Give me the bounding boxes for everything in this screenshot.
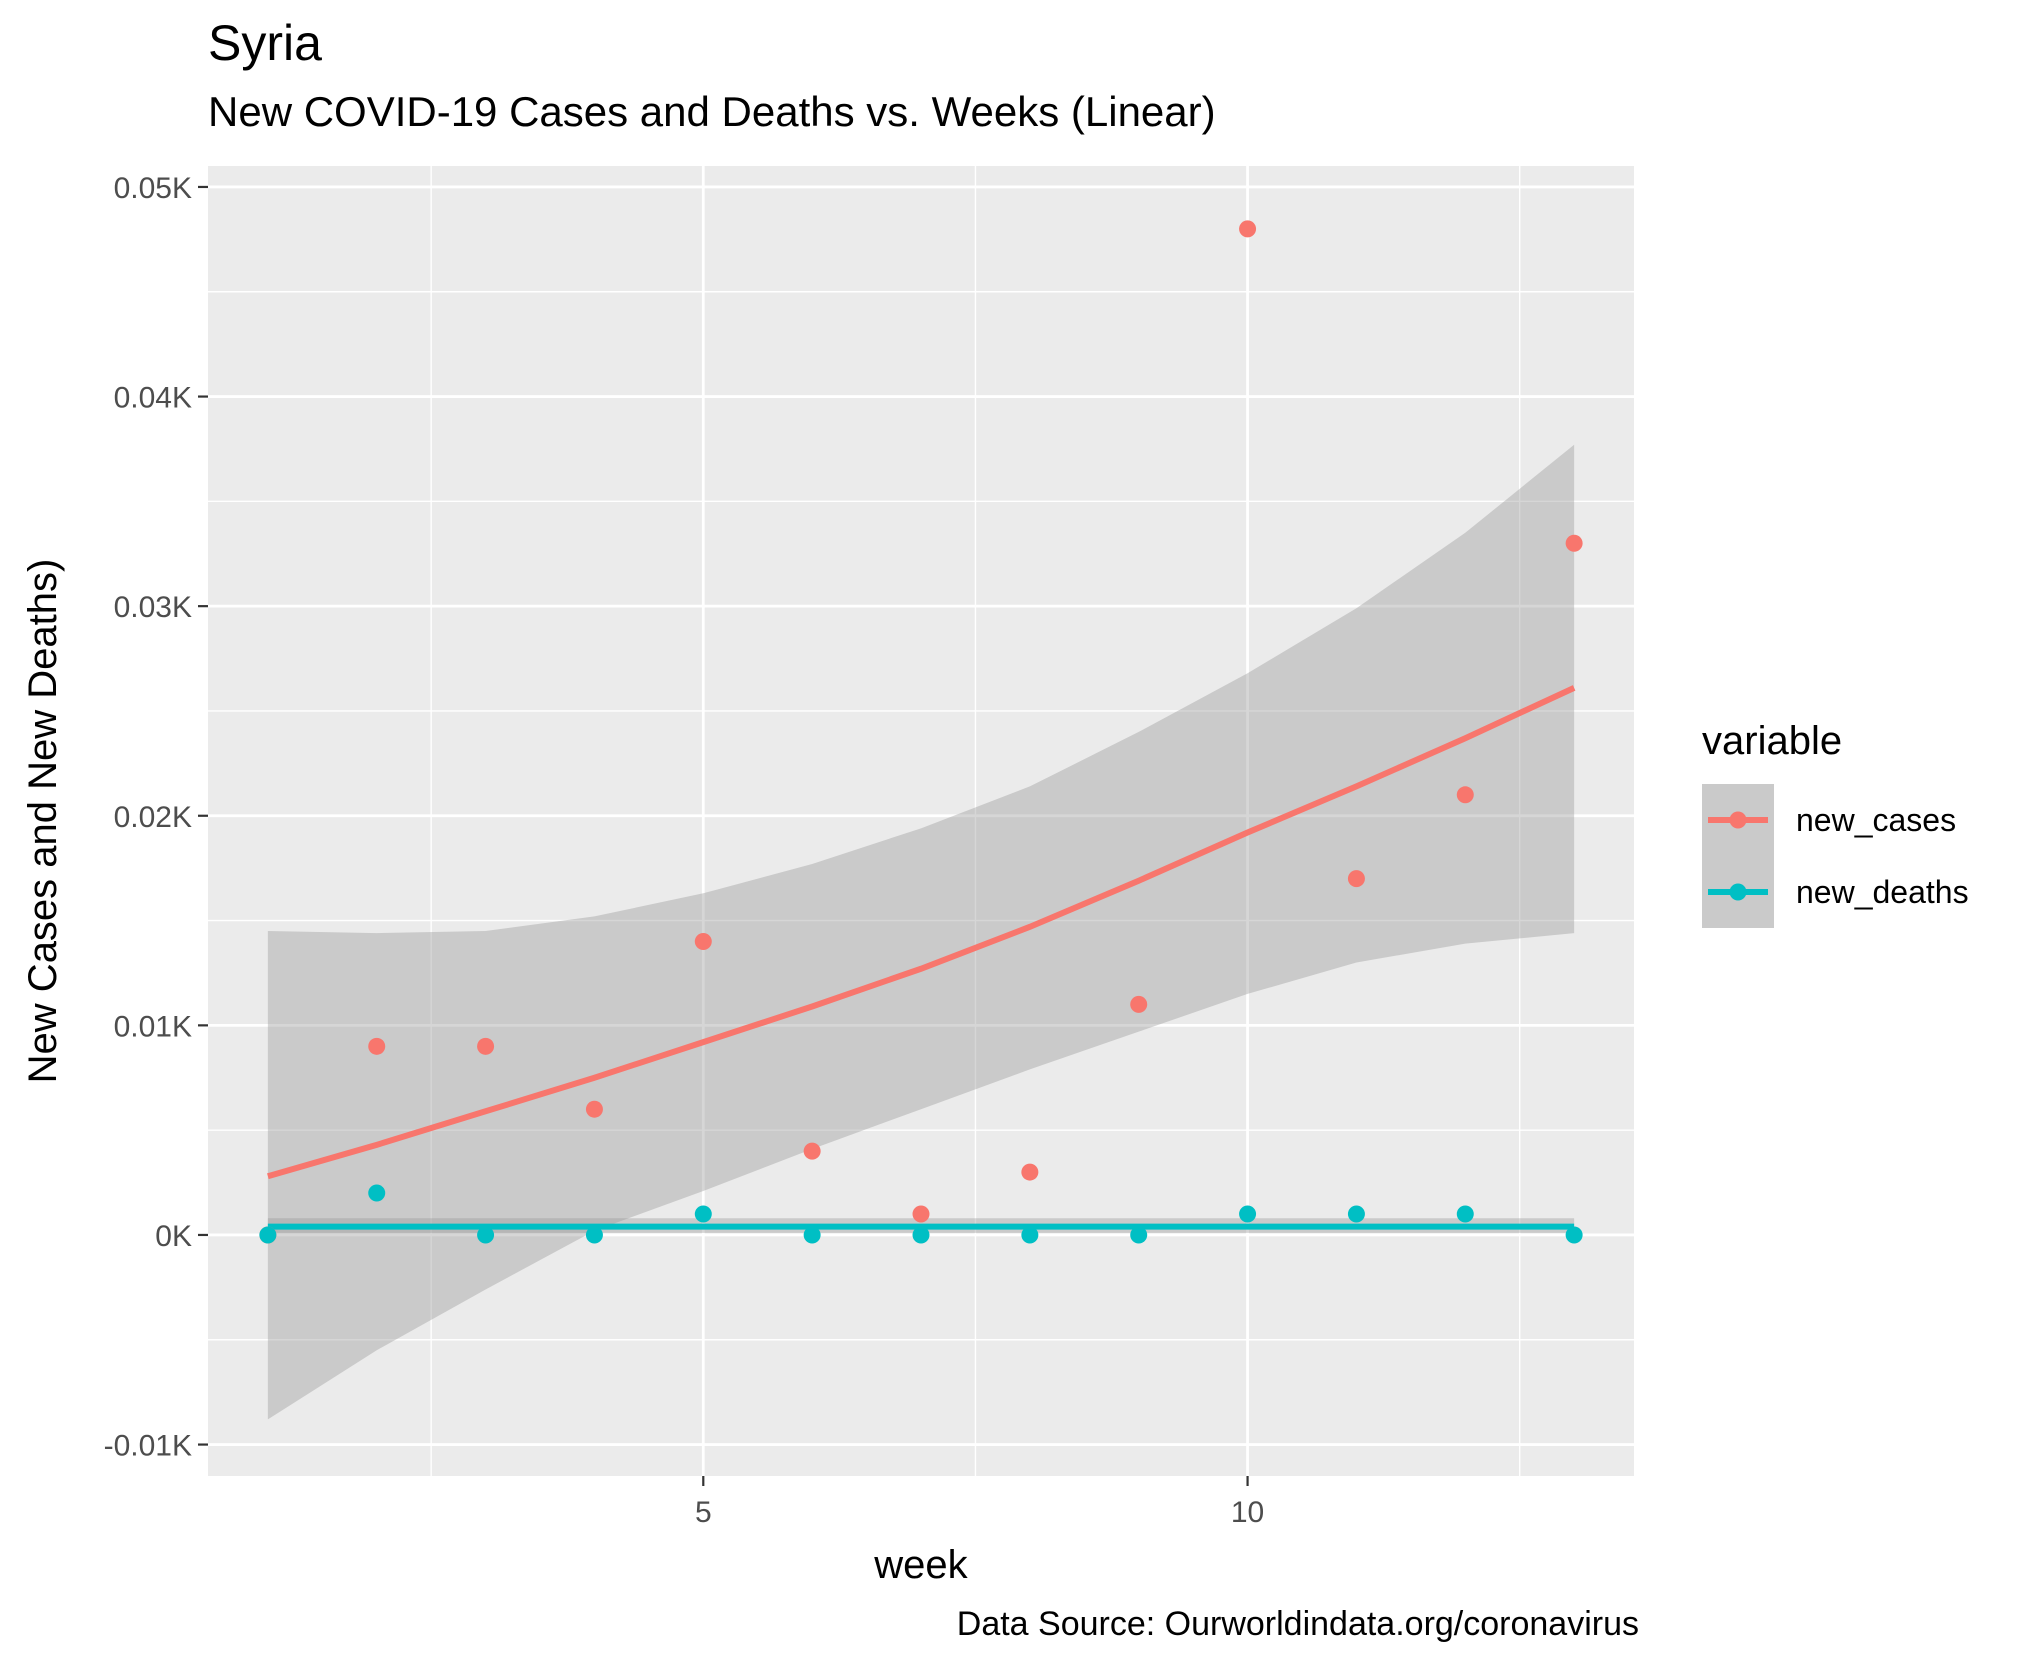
data-point-new_cases — [1021, 1163, 1039, 1181]
data-point-new_deaths — [694, 1205, 712, 1223]
legend-label-new_cases: new_cases — [1796, 802, 1956, 838]
data-point-new_cases — [1565, 534, 1583, 552]
data-source-caption: Data Source: Ourworldindata.org/coronavi… — [956, 1605, 1639, 1643]
data-point-new_cases — [585, 1100, 603, 1118]
data-point-new_cases — [803, 1142, 821, 1160]
y-tick-label: 0.02K — [114, 801, 192, 834]
data-point-new_cases — [912, 1205, 930, 1223]
data-point-new_deaths — [1239, 1205, 1257, 1223]
data-point-new_deaths — [1130, 1226, 1148, 1244]
data-point-new_cases — [477, 1037, 495, 1055]
data-point-new_cases — [694, 933, 712, 951]
x-tick-label: 5 — [695, 1496, 712, 1529]
data-point-new_deaths — [1347, 1205, 1365, 1223]
legend-key-point — [1729, 883, 1747, 901]
data-point-new_cases — [368, 1037, 386, 1055]
data-point-new_deaths — [803, 1226, 821, 1244]
y-tick-label: 0.04K — [114, 382, 192, 415]
data-point-new_deaths — [368, 1184, 386, 1202]
grid-minor — [208, 166, 1634, 1476]
chart-subtitle: New COVID-19 Cases and Deaths vs. Weeks … — [208, 88, 1216, 135]
x-tick-label: 10 — [1231, 1496, 1264, 1529]
data-points — [259, 220, 1583, 1244]
data-point-new_cases — [1130, 995, 1148, 1013]
legend-key-point — [1729, 811, 1747, 829]
y-tick-label: 0.05K — [114, 172, 192, 205]
legend: variable new_cases new_deaths — [1702, 719, 1969, 928]
axes: -0.01K 0K 0.01K 0.02K 0.03K 0.04K 0.05K 5 10 — [104, 172, 1265, 1529]
ribbon-new_cases — [267, 444, 1575, 1420]
y-axis-title: New Cases and New Deaths) — [21, 559, 65, 1084]
data-point-new_deaths — [1565, 1226, 1583, 1244]
y-tick-label: 0K — [155, 1220, 192, 1253]
y-tick-label: 0.03K — [114, 591, 192, 624]
y-tick-label: -0.01K — [104, 1430, 192, 1463]
data-point-new_deaths — [477, 1226, 495, 1244]
data-point-new_deaths — [585, 1226, 603, 1244]
plot-panel — [208, 166, 1634, 1476]
chart-title: Syria — [208, 15, 322, 71]
data-point-new_deaths — [259, 1226, 277, 1244]
legend-label-new_deaths: new_deaths — [1796, 874, 1969, 910]
legend-title: variable — [1702, 719, 1842, 763]
data-point-new_deaths — [1021, 1226, 1039, 1244]
data-point-new_cases — [1239, 220, 1257, 238]
y-tick-label: 0.01K — [114, 1010, 192, 1043]
fit-line-new_cases — [267, 685, 1576, 1180]
data-point-new_deaths — [912, 1226, 930, 1244]
data-point-new_cases — [1456, 786, 1474, 804]
data-point-new_deaths — [1456, 1205, 1474, 1223]
x-axis-title: week — [873, 1543, 968, 1587]
data-point-new_cases — [1347, 870, 1365, 888]
